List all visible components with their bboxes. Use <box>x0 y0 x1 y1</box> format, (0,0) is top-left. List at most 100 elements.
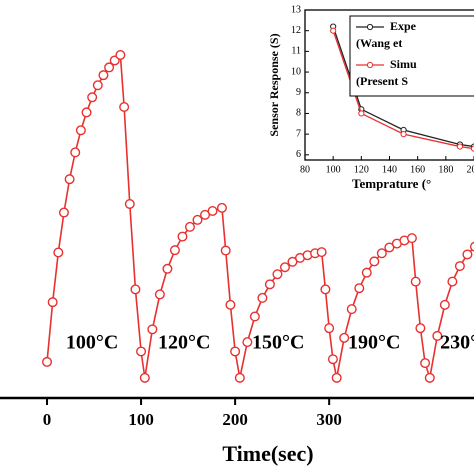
x-tick-label: 0 <box>43 410 52 429</box>
point <box>358 110 365 117</box>
point <box>410 276 421 287</box>
point <box>279 262 290 273</box>
point <box>454 261 465 272</box>
point <box>162 263 173 274</box>
point <box>447 276 458 287</box>
point <box>225 299 236 310</box>
annotation: 120°C <box>158 331 210 353</box>
point <box>192 214 203 225</box>
point <box>130 284 141 295</box>
annotation: 150°C <box>252 331 304 353</box>
annotation: 100°C <box>66 331 118 353</box>
point <box>249 311 260 322</box>
point <box>316 247 327 258</box>
x-tick-label: 100 <box>128 410 154 429</box>
point <box>424 372 435 383</box>
point <box>272 269 283 280</box>
point <box>339 332 350 343</box>
point <box>81 107 92 118</box>
point <box>124 198 135 209</box>
point <box>42 356 53 367</box>
legend-label: Expe <box>390 19 417 33</box>
x-tick-label: 140 <box>382 164 397 175</box>
y-tick-label: 11 <box>291 46 301 57</box>
point <box>139 372 150 383</box>
point <box>320 284 331 295</box>
point <box>462 249 473 260</box>
point <box>47 297 58 308</box>
point <box>216 202 227 213</box>
y-tick-label: 7 <box>296 128 301 139</box>
x-tick-label: 200 <box>222 410 248 429</box>
y-tick-label: 6 <box>296 149 301 160</box>
point <box>420 358 431 369</box>
x-axis-title: Time(sec) <box>222 441 313 466</box>
inset-frame <box>304 9 474 161</box>
point <box>64 174 75 185</box>
x-tick-label: 160 <box>410 164 425 175</box>
x-tick-label: 80 <box>300 164 310 175</box>
legend-label: Simu <box>390 57 417 71</box>
y-tick-label: 9 <box>296 87 301 98</box>
point <box>98 70 109 81</box>
point <box>53 247 64 258</box>
point <box>207 205 218 216</box>
point <box>220 245 231 256</box>
point <box>369 256 380 267</box>
point <box>70 147 81 158</box>
point <box>242 337 253 348</box>
point <box>75 125 86 136</box>
legend-marker <box>366 61 374 69</box>
x-axis-title: Temprature (° <box>352 176 431 191</box>
legend-marker <box>366 23 374 31</box>
point <box>376 248 387 259</box>
y-tick-label: 8 <box>296 108 301 119</box>
x-tick-label: 120 <box>354 164 369 175</box>
point <box>200 209 211 220</box>
x-tick-label: 100 <box>326 164 341 175</box>
annotation: 230°C <box>440 331 474 353</box>
point <box>469 241 474 252</box>
point <box>169 245 180 256</box>
point <box>92 80 103 91</box>
point <box>136 346 147 357</box>
point <box>264 279 275 290</box>
y-axis-title: Sensor Response (S) <box>267 33 281 136</box>
point <box>234 372 245 383</box>
point <box>439 299 450 310</box>
point <box>184 221 195 232</box>
point <box>354 283 365 294</box>
point <box>432 330 443 341</box>
point <box>147 324 158 335</box>
point <box>400 131 407 138</box>
x-tick-label: 180 <box>438 164 453 175</box>
point <box>230 346 241 357</box>
annotation: 190°C <box>348 331 400 353</box>
point <box>456 143 464 150</box>
x-tick-label: 300 <box>316 410 342 429</box>
point <box>415 323 426 334</box>
point <box>87 92 98 103</box>
y-tick-label: 12 <box>291 25 301 36</box>
point <box>119 101 130 112</box>
point <box>154 289 165 300</box>
y-tick-label: 10 <box>291 66 301 77</box>
legend-label: (Wang et <box>356 36 402 50</box>
point <box>177 231 188 242</box>
point <box>104 62 115 73</box>
point <box>361 267 372 278</box>
y-tick-label: 13 <box>291 4 301 15</box>
point <box>115 50 126 61</box>
point <box>324 323 335 334</box>
legend-label: (Present S <box>356 74 408 88</box>
point <box>58 207 69 218</box>
point <box>327 354 338 365</box>
point <box>406 233 417 244</box>
point <box>346 304 357 315</box>
point <box>330 27 337 34</box>
x-tick-label: 200 <box>467 164 474 175</box>
point <box>331 372 342 383</box>
point <box>257 292 268 303</box>
point <box>384 242 395 253</box>
